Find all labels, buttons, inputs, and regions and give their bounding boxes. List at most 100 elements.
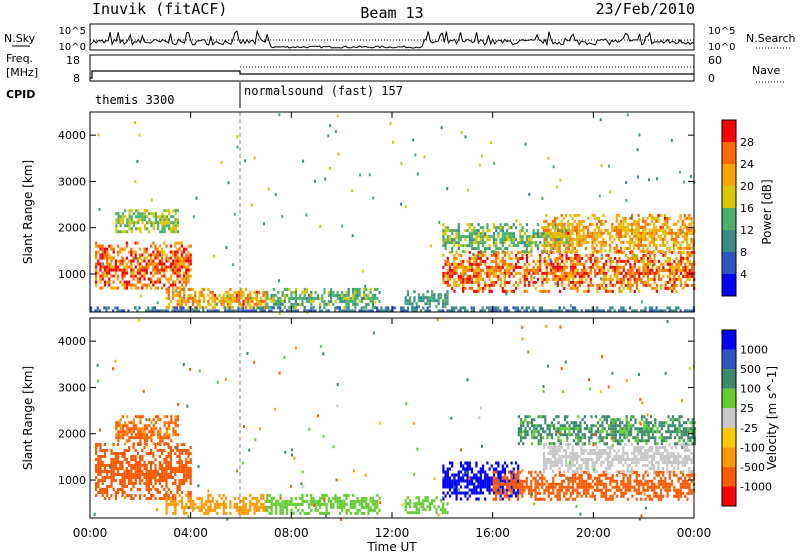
data-cell [121,494,124,497]
data-cell [505,494,509,498]
data-cell [185,253,188,257]
data-cell [172,230,175,234]
data-cell [238,505,241,509]
data-cell [510,250,513,254]
data-cell [455,265,458,269]
data-cell [354,499,357,503]
data-cell [174,250,177,254]
data-cell [661,231,664,235]
data-cell [224,299,228,303]
data-cell [673,283,676,287]
data-cell [446,502,449,506]
data-cell [112,268,115,272]
scatter-cell [633,231,636,235]
data-cell [628,240,631,244]
data-cell [536,268,540,272]
data-cell [103,491,106,494]
data-cell [165,470,168,473]
data-cell [453,253,456,257]
data-cell [128,427,131,431]
data-cell [571,306,574,310]
data-cell [569,274,573,278]
data-cell [415,502,418,506]
data-cell [290,302,293,306]
data-cell [519,488,522,492]
data-cell [149,309,152,313]
data-cell [473,280,476,284]
data-cell [108,271,111,275]
data-cell [626,482,630,486]
nsky-frame [89,23,695,51]
data-cell [121,452,124,455]
data-cell [668,280,672,284]
data-cell [158,259,161,263]
data-cell [433,299,436,303]
data-cell [211,508,214,512]
data-cell [666,485,669,489]
data-cell [532,235,535,239]
data-cell [251,496,254,500]
data-cell [552,250,555,254]
data-cell [294,290,297,294]
data-cell [596,259,599,263]
data-cell [490,289,493,293]
data-cell [145,470,148,473]
data-cell [290,508,293,512]
data-cell [121,268,124,272]
data-cell [217,309,220,313]
data-cell [631,283,634,287]
data-cell [157,436,160,440]
data-cell [576,286,579,290]
data-cell [470,229,474,233]
data-cell [506,289,509,293]
data-cell [510,235,513,239]
scatter-cell [464,135,467,139]
scatter-cell [136,159,139,163]
data-cell [523,274,526,278]
data-cell [497,250,500,254]
data-cell [637,222,640,226]
data-cell [560,485,564,489]
data-cell [130,430,133,434]
data-cell [125,473,128,476]
data-cell [453,268,456,272]
data-cell [584,234,587,238]
data-cell [189,470,192,473]
data-cell [488,479,491,483]
data-cell [168,218,171,222]
data-cell [514,286,518,290]
data-cell [159,215,162,219]
data-cell [161,467,164,470]
data-cell [615,482,619,486]
data-cell [141,458,144,461]
data-cell [517,271,520,275]
data-cell [481,491,485,495]
data-cell [495,262,498,266]
data-cell [657,271,661,275]
data-cell [114,479,117,482]
data-cell [688,309,691,313]
data-cell [682,274,685,278]
data-cell [253,496,256,500]
data-cell [565,241,568,245]
data-cell [653,476,656,480]
data-cell [154,415,157,419]
data-cell [631,213,634,217]
data-cell [596,262,599,266]
data-cell [453,309,456,313]
data-cell [536,497,539,501]
data-cell [580,228,583,232]
data-cell [154,247,157,251]
data-cell [128,215,131,219]
data-cell [604,488,608,492]
data-cell [121,218,124,222]
data-cell [114,464,117,467]
data-cell [650,237,653,241]
data-cell [112,458,115,461]
data-cell [132,458,135,461]
data-cell [602,240,605,244]
data-cell [470,482,474,486]
data-cell [343,309,346,313]
data-cell [439,499,442,503]
data-cell [468,232,471,236]
